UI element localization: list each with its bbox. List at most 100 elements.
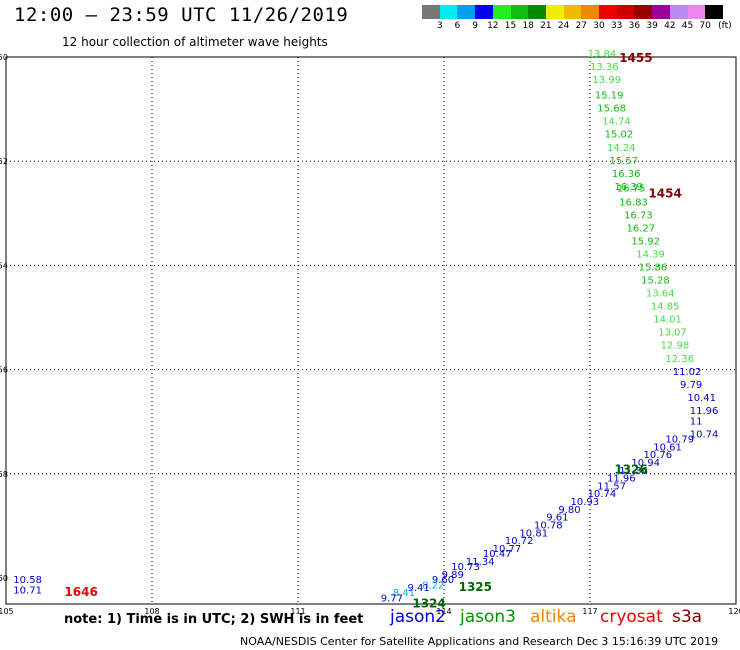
wave-height-label: 9.80: [558, 505, 580, 516]
footnote: note: 1) Time is in UTC; 2) SWH is in fe…: [64, 612, 364, 627]
scale-swatch: [475, 5, 494, 19]
scale-label: 12: [487, 21, 499, 31]
wave-height-label: 10.58: [13, 575, 42, 586]
wave-height-label: 11.57: [597, 481, 626, 492]
scale-label: 30: [593, 21, 605, 31]
scale-label: 3: [436, 21, 443, 31]
scale-label: 39: [646, 21, 658, 31]
scale-swatch: [687, 5, 706, 19]
wave-height-label: 15.92: [631, 237, 660, 248]
wave-height-label: 10.78: [534, 520, 563, 531]
scale-swatch: [422, 5, 441, 19]
scale-label: 33: [610, 21, 623, 31]
lat-tick-label: -58: [0, 470, 8, 479]
wave-height-label: 9.60: [432, 575, 454, 586]
scale-label: 45: [681, 21, 694, 31]
wave-height-label: 12.36: [665, 354, 694, 365]
wave-height-label: 10.81: [519, 528, 548, 539]
lat-tick-label: -52: [0, 157, 8, 166]
wave-height-label: 11.34: [466, 557, 495, 568]
scale-swatch: [634, 5, 653, 19]
page-subtitle: 12 hour collection of altimeter wave hei…: [62, 35, 328, 49]
scale-label: 18: [522, 21, 534, 31]
wave-height-label: 10.41: [687, 393, 716, 404]
scale-label: 9: [472, 21, 478, 31]
scale-swatch: [510, 5, 529, 19]
wave-height-label: 9.89: [442, 570, 464, 581]
wave-height-label: 15.19: [595, 91, 624, 102]
wave-height-label: 15.02: [605, 130, 634, 141]
lon-tick-label: 120: [728, 607, 740, 616]
credit-line: NOAA/NESDIS Center for Satellite Applica…: [240, 635, 719, 648]
lon-tick-label: 111: [290, 607, 305, 616]
wave-height-label: 14.39: [636, 250, 665, 261]
lon-tick-label: 117: [582, 607, 597, 616]
scale-label: 6: [454, 21, 461, 31]
pass-time-label: 1646: [64, 585, 97, 599]
scale-label: 15: [504, 21, 517, 31]
scale-swatch: [599, 5, 618, 19]
pass-time-label: 1326: [614, 463, 647, 477]
scale-label: 36: [628, 21, 641, 31]
wave-height-label: 10.71: [13, 586, 42, 597]
wave-height-label: 10.74: [690, 429, 719, 440]
pass-time-label: 1325: [459, 580, 492, 594]
page-title: 12:00 – 23:59 UTC 11/26/2019: [14, 4, 349, 26]
wave-height-label: 10.61: [653, 442, 682, 453]
legend-item-jason2: jason2: [390, 607, 446, 627]
scale-label: 70: [699, 21, 711, 31]
pass-time-label: 1324: [412, 596, 445, 610]
legend-item-cryosat: cryosat: [600, 607, 663, 627]
lat-tick-label: -50: [0, 53, 8, 62]
wave-height-label: 11.36: [619, 466, 648, 477]
lon-tick-label: 105: [0, 607, 14, 616]
wave-height-label: 13.84: [588, 49, 617, 60]
scale-unit: (ft): [718, 21, 732, 31]
wave-height-label: 14.01: [653, 315, 682, 326]
scale-swatch: [669, 5, 688, 19]
wave-height-label: 16.27: [627, 224, 656, 235]
wave-height-label: 10.72: [505, 536, 534, 547]
wave-height-label: 12.98: [661, 341, 690, 352]
wave-height-label: 10.79: [665, 435, 694, 446]
wave-height-label: 10.77: [493, 544, 522, 555]
scale-swatch: [528, 5, 547, 19]
wave-height-label: 16.39: [614, 182, 643, 193]
wave-height-label: 10.47: [483, 549, 512, 560]
wave-height-label: 16.75: [617, 183, 646, 194]
wave-height-label: 15.86: [639, 263, 668, 274]
wave-height-label: 15.28: [641, 276, 670, 287]
wave-height-label: 15.57: [609, 156, 638, 167]
pass-time-label: 1455: [619, 51, 652, 65]
wave-height-label: 13.64: [646, 289, 675, 300]
wave-height-label: 11: [690, 416, 703, 427]
lon-tick-label: 114: [436, 607, 451, 616]
wave-height-label: 14.74: [602, 117, 631, 128]
scale-swatch: [652, 5, 671, 19]
wave-height-label: 10.73: [451, 562, 480, 573]
wave-height-label: 16.36: [612, 169, 641, 180]
wave-height-label: 9.79: [680, 380, 702, 391]
scale-swatch: [616, 5, 635, 19]
scale-label: 21: [540, 21, 552, 31]
lat-tick-label: -54: [0, 261, 8, 270]
wave-height-label: 10.94: [631, 458, 660, 469]
wave-height-label: 9.41: [408, 583, 430, 594]
scale-label: 42: [664, 21, 676, 31]
legend-item-altika: altika: [530, 607, 577, 627]
scale-label: 27: [575, 21, 588, 31]
legend-item-s3a: s3a: [672, 607, 703, 627]
wave-height-label: 9.61: [546, 513, 568, 524]
wave-height-label: 8.22: [422, 580, 444, 591]
wave-height-label: 13.07: [658, 328, 687, 339]
scale-swatch: [492, 5, 511, 19]
wave-height-label: 16.73: [624, 210, 653, 221]
wave-height-label: 15.68: [597, 104, 626, 115]
wave-height-label: 9.77: [381, 593, 403, 604]
wave-height-label: 8.41: [393, 588, 415, 599]
wave-height-label: 16.83: [619, 197, 648, 208]
pass-time-label: 1454: [648, 186, 681, 200]
wave-height-label: 13.99: [592, 75, 621, 86]
map-frame: [5, 56, 737, 605]
